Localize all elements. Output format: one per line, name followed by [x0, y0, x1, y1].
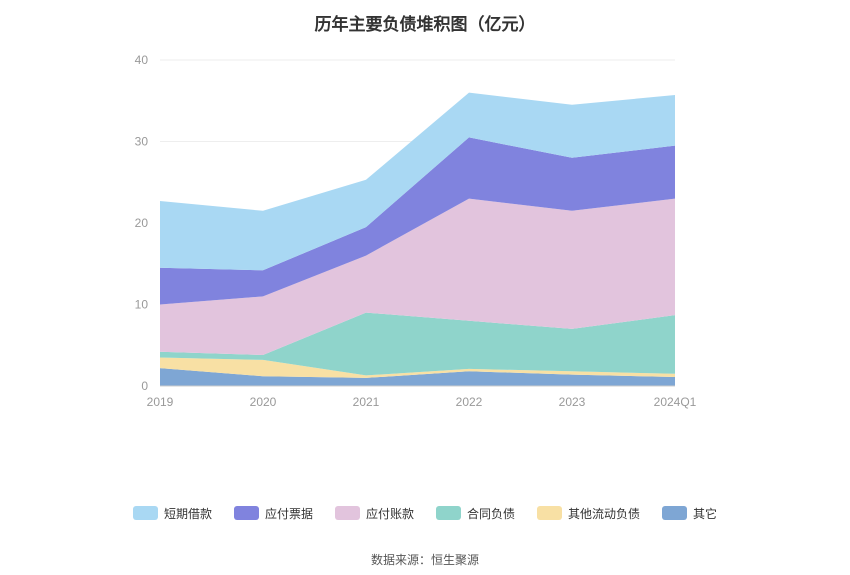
y-axis-tick-label: 30 [135, 135, 149, 149]
legend-swatch-icon [662, 506, 688, 520]
y-axis-tick-label: 10 [135, 298, 149, 312]
y-axis-tick-label: 20 [135, 216, 149, 230]
legend-swatch-icon [334, 506, 360, 520]
legend-swatch-icon [233, 506, 259, 520]
y-axis-tick-label: 40 [135, 53, 149, 67]
area-series-其它 [160, 368, 675, 386]
x-axis-tick-label: 2023 [559, 395, 586, 409]
legend-label: 其它 [693, 506, 718, 521]
stacked-area-chart: 0 10 20 30 40 2019 2020 2021 2022 2023 2024Q1 [135, 53, 697, 409]
x-axis-tick-label: 2020 [250, 395, 277, 409]
legend-swatch-icon [132, 506, 158, 520]
legend-item-其他流动负债[interactable]: 其他流动负债 [537, 505, 640, 522]
legend-swatch-icon [537, 506, 563, 520]
y-axis-tick-label: 0 [141, 379, 148, 393]
page-title: 历年主要负债堆积图（亿元） [314, 15, 536, 34]
x-axis-tick-label: 2021 [353, 395, 380, 409]
legend-label: 合同负债 [467, 506, 516, 521]
area-series-短期借款 [160, 92, 675, 271]
area-series-合同负债 [160, 312, 675, 376]
legend-label: 其他流动负债 [568, 506, 641, 521]
x-axis-tick-label: 2024Q1 [654, 395, 697, 409]
legend-item-其它[interactable]: 其它 [662, 505, 717, 522]
legend-label: 应付账款 [365, 506, 414, 521]
area-series-应付账款 [160, 198, 675, 355]
x-axis-tick-label: 2022 [456, 395, 483, 409]
legend-item-应付票据[interactable]: 应付票据 [233, 505, 313, 522]
area-series-应付票据 [160, 137, 675, 305]
legend: 短期借款 应付票据 应付账款 合同负债 其他流动负债 其它 [0, 505, 850, 521]
legend-item-应付账款[interactable]: 应付账款 [334, 505, 414, 522]
area-series-其他流动负债 [160, 357, 675, 378]
legend-item-短期借款[interactable]: 短期借款 [132, 505, 212, 522]
x-axis-tick-label: 2019 [147, 395, 174, 409]
legend-label: 应付票据 [264, 506, 313, 521]
legend-item-合同负债[interactable]: 合同负债 [436, 505, 515, 522]
legend-swatch-icon [436, 506, 461, 520]
legend-label: 短期借款 [163, 506, 212, 521]
data-source: 数据来源：恒生聚源 [370, 553, 479, 567]
